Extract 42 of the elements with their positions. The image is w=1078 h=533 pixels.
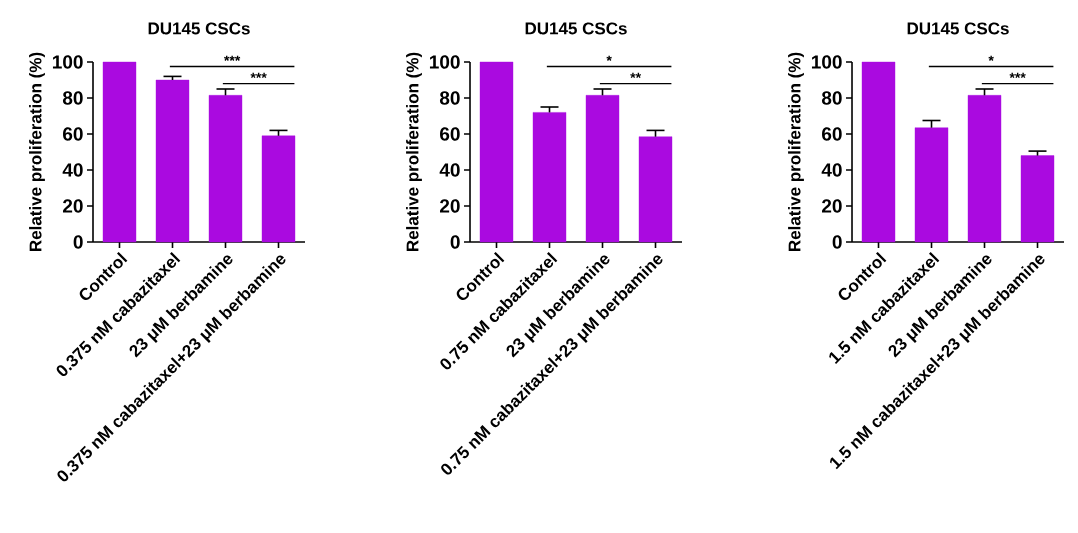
- y-axis-title: Relative proliferation (%): [29, 52, 45, 251]
- y-tick-label: 20: [62, 199, 83, 213]
- y-tick-label: 100: [52, 55, 83, 69]
- bar: [914, 127, 949, 243]
- y-tick-label: 60: [440, 127, 460, 141]
- y-tick-label: 0: [450, 235, 460, 249]
- y-tick-label: 40: [439, 163, 460, 177]
- bar: [261, 135, 296, 243]
- text: *: [988, 55, 994, 61]
- y-tick-label: 20: [440, 199, 460, 213]
- bar: [638, 136, 673, 243]
- bar: [861, 61, 896, 243]
- annotation: **: [630, 72, 642, 78]
- y-axis-title: Relative proliferation (%): [406, 52, 422, 251]
- y-tick-label: 80: [439, 91, 460, 105]
- y-tick-label: 0: [832, 235, 842, 249]
- bar: [479, 61, 514, 243]
- y-axis-title: Relative proliferation (%): [788, 52, 804, 251]
- annotation: ***: [1009, 72, 1026, 78]
- chart-title: DU145 CSCs: [148, 22, 250, 35]
- bar: [102, 61, 137, 243]
- y-tick-label: 60: [822, 127, 842, 141]
- y-tick-label: 60: [63, 127, 83, 141]
- y-tick-label: 40: [62, 163, 83, 177]
- bar: [585, 95, 620, 243]
- y-tick-label: 20: [822, 199, 842, 213]
- text: ***: [224, 55, 241, 61]
- bar: [155, 79, 190, 243]
- y-tick-label: 40: [821, 163, 842, 177]
- y-tick-label: 80: [821, 91, 842, 105]
- bar: [1020, 155, 1055, 243]
- bar: [532, 112, 567, 243]
- bar: [967, 95, 1002, 243]
- chart-title: DU145 CSCs: [525, 22, 627, 35]
- annotation: ***: [250, 72, 267, 78]
- chart-title: DU145 CSCs: [907, 22, 1009, 35]
- y-tick-label: 100: [811, 55, 842, 69]
- bar: [208, 95, 243, 243]
- text: *: [606, 55, 612, 61]
- y-tick-label: 80: [62, 91, 83, 105]
- y-tick-label: 100: [429, 55, 460, 69]
- y-tick-label: 0: [73, 235, 83, 249]
